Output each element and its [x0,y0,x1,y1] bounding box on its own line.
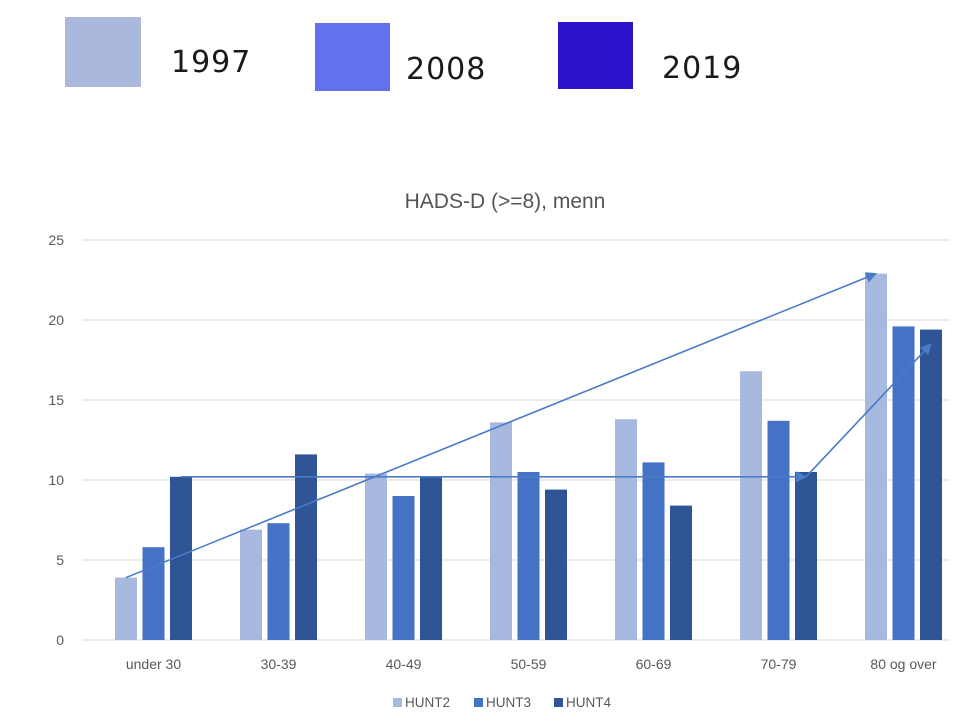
trend-arrow-3 [805,343,932,478]
bar-hunt4-40-49 [420,476,442,640]
bar-hunt3-60-69 [642,462,665,640]
year-legend-item-2019: 2019 [558,22,742,89]
x-tick-label-60-69: 60-69 [636,656,672,672]
legend-item-hunt3: HUNT3 [474,695,531,710]
year-swatch-2008 [315,23,390,91]
bar-hunt2-40-49 [365,473,387,640]
trend-arrows [125,272,932,579]
legend-swatch-hunt3 [474,698,483,707]
bar-hunt4-60-69 [670,505,692,640]
series-legend: HUNT2 HUNT3 HUNT4 [393,695,611,710]
bars [115,273,942,640]
bar-hunt2-60-69 [615,419,637,640]
gridlines [82,239,950,641]
legend-label-hunt4: HUNT4 [566,695,611,710]
bar-hunt3-50-59 [517,472,540,640]
year-swatch-1997 [65,17,141,87]
y-tick-label-15: 15 [48,392,64,408]
legend-item-hunt2: HUNT2 [393,695,450,710]
bar-hunt3-30-39 [267,523,290,640]
bar-hunt2-30-39 [240,529,262,640]
bar-hunt2-80-og-over [865,273,887,640]
bar-hunt4-80-og-over [920,329,942,640]
bar-hunt3-40-49 [392,496,415,640]
legend-label-hunt3: HUNT3 [486,695,531,710]
year-label-1997: 1997 [171,45,251,80]
x-tick-label-70-79: 70-79 [761,656,797,672]
legend-label-hunt2: HUNT2 [405,695,450,710]
bar-hunt2-70-79 [740,371,762,640]
year-swatch-2019 [558,22,633,89]
bar-hunt3-under-30 [142,547,165,640]
bar-hunt3-70-79 [767,420,790,640]
year-label-2019: 2019 [662,51,742,86]
x-tick-label-80-og-over: 80 og over [870,656,936,672]
x-axis-ticks: under 30 30-39 40-49 50-59 60-69 70-79 80 og o… [126,656,937,672]
y-tick-label-5: 5 [56,552,64,568]
bar-hunt4-70-79 [795,472,817,640]
x-tick-label-50-59: 50-59 [511,656,547,672]
x-tick-label-under-30: under 30 [126,656,181,672]
bar-hunt2-50-59 [490,422,512,640]
trend-arrow-1 [125,272,878,579]
y-tick-label-25: 25 [48,232,64,248]
legend-swatch-hunt4 [554,698,563,707]
y-axis-ticks: 0 5 10 15 20 25 [48,232,64,648]
x-tick-label-30-39: 30-39 [261,656,297,672]
x-tick-label-40-49: 40-49 [386,656,422,672]
bar-hunt4-under-30 [170,476,192,640]
y-tick-label-10: 10 [48,472,64,488]
bar-hunt3-80-og-over [892,326,915,640]
legend-swatch-hunt2 [393,698,402,707]
year-label-2008: 2008 [406,52,486,87]
y-tick-label-20: 20 [48,312,64,328]
year-legend-item-2008: 2008 [315,23,486,91]
bar-hunt2-under-30 [115,577,137,640]
legend-item-hunt4: HUNT4 [554,695,611,710]
y-tick-label-0: 0 [56,632,64,648]
bar-hunt4-50-59 [545,489,567,640]
bar-hunt4-30-39 [295,454,317,640]
year-legend: 1997 2008 2019 [65,17,742,91]
year-legend-item-1997: 1997 [65,17,251,87]
chart-title: HADS-D (>=8), menn [405,190,606,213]
